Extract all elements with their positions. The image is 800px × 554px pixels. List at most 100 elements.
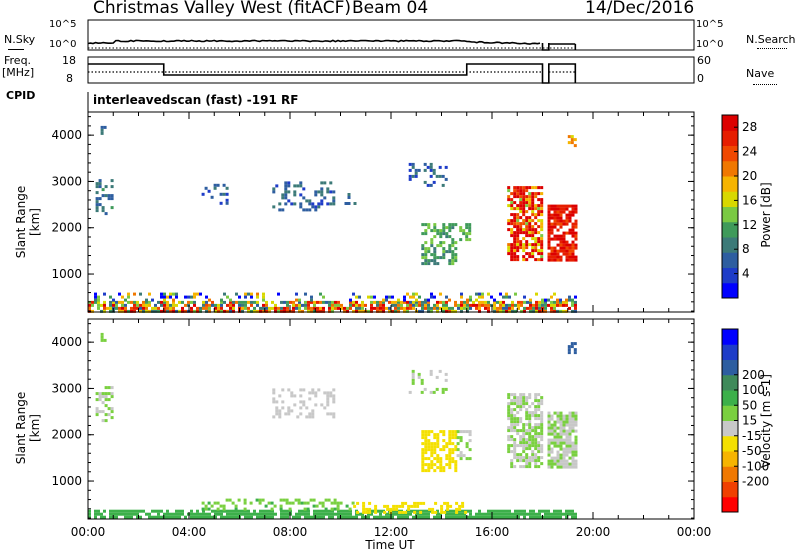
data-cell: [516, 225, 520, 229]
data-cell: [379, 303, 382, 307]
data-cell: [522, 255, 526, 259]
data-cell: [433, 463, 437, 467]
data-cell: [406, 300, 409, 304]
data-cell: [540, 198, 544, 202]
data-cell: [201, 501, 205, 505]
power-ylabel: Slant Range [km]: [14, 185, 42, 259]
data-cell: [472, 303, 475, 307]
data-cell: [343, 512, 346, 516]
data-cell: [547, 447, 551, 451]
data-cell: [568, 426, 572, 430]
data-cell: [331, 509, 334, 513]
data-cell: [334, 300, 337, 304]
data-cell: [556, 249, 560, 253]
data-cell: [574, 459, 578, 463]
data-cell: [534, 411, 538, 415]
data-cell: [540, 258, 544, 262]
data-cell: [540, 186, 544, 190]
data-cell: [247, 306, 250, 310]
data-cell: [544, 298, 547, 302]
data-cell: [292, 306, 295, 310]
data-cell: [351, 501, 355, 505]
data-cell: [439, 448, 443, 452]
data-cell: [95, 209, 99, 213]
colorbar-tick-label: 200: [742, 368, 765, 382]
colorbar-tick-label: -50: [742, 444, 762, 458]
data-cell: [413, 501, 417, 505]
data-cell: [272, 190, 276, 194]
data-cell: [522, 396, 526, 400]
data-cell: [302, 208, 306, 212]
data-cell: [571, 509, 574, 513]
data-cell: [103, 303, 106, 307]
power-cells: [88, 125, 578, 313]
data-cell: [424, 223, 428, 227]
data-cell: [130, 306, 133, 310]
data-cell: [513, 249, 517, 253]
data-cell: [427, 433, 431, 437]
data-cell: [226, 295, 229, 299]
data-cell: [511, 309, 514, 313]
data-cell: [568, 447, 572, 451]
data-cell: [522, 399, 526, 403]
data-cell: [305, 415, 309, 419]
data-cell: [226, 509, 229, 513]
data-cell: [528, 447, 532, 451]
data-cell: [516, 258, 520, 262]
data-cell: [95, 185, 99, 189]
data-cell: [178, 309, 181, 313]
data-cell: [232, 306, 235, 310]
data-cell: [451, 226, 455, 230]
data-cell: [325, 512, 328, 516]
data-cell: [265, 515, 268, 519]
data-cell: [124, 515, 127, 519]
data-cell: [217, 509, 220, 513]
data-cell: [513, 192, 517, 196]
data-cell: [550, 441, 554, 445]
data-cell: [505, 292, 508, 296]
data-cell: [451, 457, 455, 461]
data-cell: [127, 515, 130, 519]
data-cell: [169, 512, 172, 516]
data-cell: [574, 258, 578, 262]
data-cell: [340, 303, 343, 307]
data-cell: [507, 414, 511, 418]
data-cell: [175, 303, 178, 307]
data-cell: [571, 456, 575, 460]
data-cell: [398, 510, 402, 514]
data-cell: [571, 255, 575, 259]
data-cell: [104, 398, 108, 402]
data-cell: [525, 225, 529, 229]
x-tick-label: 20:00: [576, 525, 611, 539]
data-cell: [505, 303, 508, 307]
data-cell: [540, 222, 544, 226]
data-cell: [166, 509, 169, 513]
data-cell: [565, 204, 569, 208]
data-cell: [243, 507, 247, 511]
data-cell: [319, 292, 322, 296]
data-cell: [349, 306, 352, 310]
data-cell: [568, 210, 572, 214]
data-cell: [160, 515, 163, 519]
data-cell: [228, 498, 232, 502]
data-cell: [303, 501, 307, 505]
data-cell: [107, 197, 111, 201]
data-cell: [556, 414, 560, 418]
data-cell: [361, 303, 364, 307]
data-cell: [160, 509, 163, 513]
cpid-label: CPID: [6, 89, 36, 102]
data-cell: [444, 387, 448, 391]
data-cell: [346, 515, 349, 519]
data-cell: [229, 512, 232, 516]
data-cell: [538, 303, 541, 307]
data-cell: [540, 462, 544, 466]
data-cell: [568, 252, 572, 256]
data-cell: [423, 162, 427, 166]
data-cell: [424, 439, 428, 443]
data-cell: [562, 456, 566, 460]
data-cell: [184, 309, 187, 313]
data-cell: [217, 306, 220, 310]
data-cell: [391, 303, 394, 307]
data-cell: [391, 309, 394, 313]
